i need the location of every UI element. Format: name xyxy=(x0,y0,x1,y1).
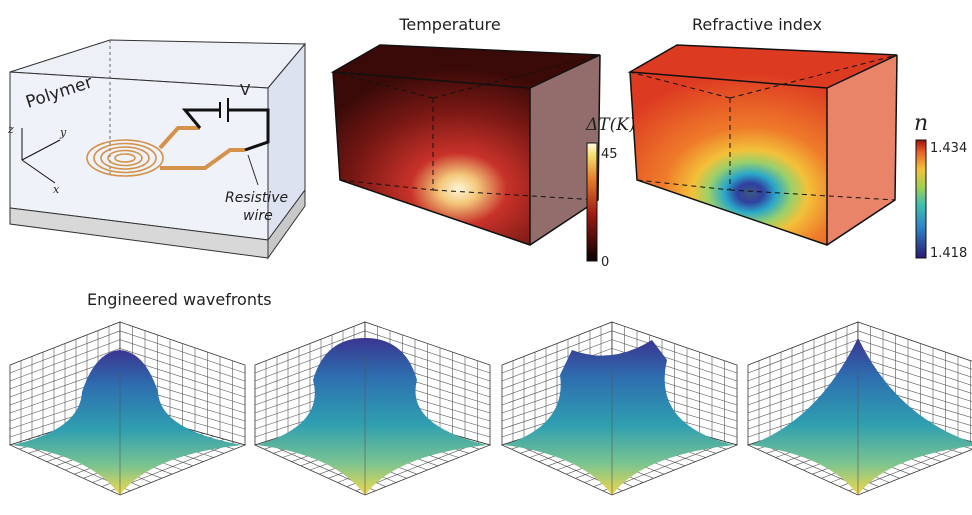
colorbar-min: 0 xyxy=(601,255,609,270)
colorbar-max: 45 xyxy=(601,147,618,162)
temperature-panel: Temperature ΔT(K) 45 0 xyxy=(333,15,636,270)
wavefront-plot xyxy=(748,322,972,495)
figure: V Polymer z y x Resistive wire Temperatu… xyxy=(0,0,972,515)
colorbar xyxy=(587,143,597,261)
axis-label: y xyxy=(59,126,67,139)
panel-title: Refractive index xyxy=(692,15,822,34)
colorbar-label: n xyxy=(914,111,928,136)
voltage-label: V xyxy=(240,81,251,99)
wire-label: Resistive xyxy=(225,190,288,206)
wavefront-plot xyxy=(10,322,245,495)
colorbar-max: 1.434 xyxy=(930,141,967,156)
setup-panel: V Polymer z y x Resistive wire xyxy=(7,40,305,258)
axis-label: x xyxy=(53,183,60,196)
axis-label: z xyxy=(7,123,14,136)
colorbar xyxy=(916,140,926,258)
wire-label: wire xyxy=(243,208,273,224)
wavefront-plots xyxy=(10,322,972,495)
wavefront-plot xyxy=(255,322,490,495)
panel-title: Temperature xyxy=(398,15,500,34)
colorbar-min: 1.418 xyxy=(930,246,967,261)
wavefront-plot xyxy=(502,322,737,495)
colorbar-label: ΔT(K) xyxy=(585,115,636,135)
refractive-panel: Refractive index n 1.434 1.418 xyxy=(630,15,967,261)
section-title: Engineered wavefronts xyxy=(87,290,272,309)
